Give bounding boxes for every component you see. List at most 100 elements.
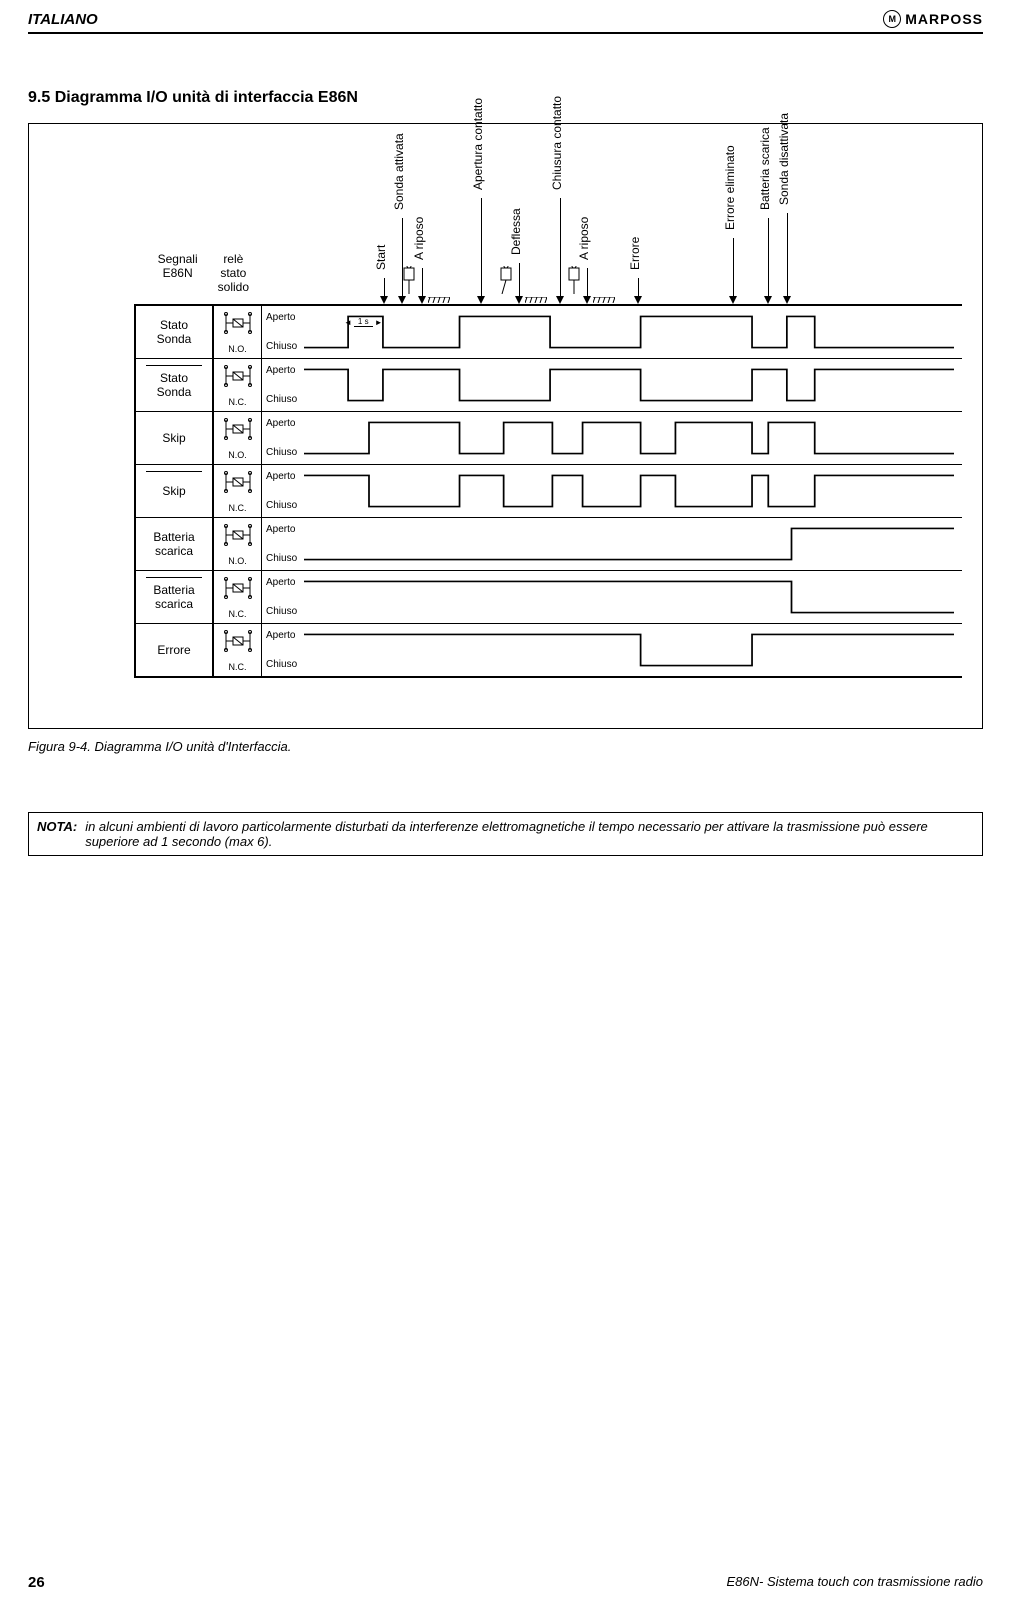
arrow-down-icon [634, 296, 642, 304]
row-name: Skip [134, 412, 214, 464]
footer-text: E86N- Sistema touch con trasmissione rad… [726, 1574, 983, 1591]
event-label: Batteria scarica [758, 127, 772, 210]
col-header-signals: Segnali E86N [158, 252, 198, 294]
note-box: NOTA: in alcuni ambienti di lavoro parti… [28, 812, 983, 856]
state-open: Aperto [266, 418, 302, 429]
event-line [560, 198, 561, 298]
state-closed: Chiuso [266, 394, 302, 405]
event-line [481, 198, 482, 298]
relay-type: N.C. [229, 662, 247, 672]
event-line [422, 268, 423, 298]
timing-row: Batteriascarica N.C. Aperto Chiuso [134, 570, 962, 623]
arrow-down-icon [398, 296, 406, 304]
arrow-down-icon [583, 296, 591, 304]
relay-icon [223, 575, 253, 601]
state-labels: Aperto Chiuso [262, 465, 304, 517]
page-header: ITALIANO M MARPOSS [28, 10, 983, 34]
row-name: StatoSonda [134, 359, 214, 411]
arrow-down-icon [783, 296, 791, 304]
waveform-cell [304, 624, 962, 676]
timing-header: Segnali E86N relè stato solido StartSond… [259, 154, 962, 304]
event-line [733, 238, 734, 298]
brand-logo-mark: M [883, 10, 901, 28]
waveform-cell [304, 359, 962, 411]
relay-type: N.O. [228, 344, 247, 354]
event-line [768, 218, 769, 298]
arrow-down-icon [556, 296, 564, 304]
ground-icon [428, 290, 450, 296]
relay-type: N.C. [229, 609, 247, 619]
relay-icon [223, 628, 253, 654]
state-open: Aperto [266, 471, 302, 482]
timing-row: Skip N.C. Aperto Chiuso [134, 464, 962, 517]
timing-row: StatoSonda N.O. Aperto Chiuso ◄1 s► [134, 306, 962, 358]
page-number: 26 [28, 1574, 45, 1591]
waveform-cell: ◄1 s► [304, 306, 962, 358]
event-label: Errore eliminato [723, 145, 737, 230]
timing-rows: StatoSondaN.O.ApertoChiuso◄1 s►StatoSond… [134, 304, 962, 678]
arrow-down-icon [729, 296, 737, 304]
state-open: Aperto [266, 577, 302, 588]
section-title: 9.5 Diagramma I/O unità di interfaccia E… [28, 89, 983, 107]
relay-cell: N.O. [214, 306, 262, 358]
column-headers: Segnali E86N relè stato solido [49, 252, 249, 294]
relay-icon [223, 363, 253, 389]
state-closed: Chiuso [266, 606, 302, 617]
relay-cell: N.C. [214, 571, 262, 623]
section-title-text: Diagramma I/O unità di interfaccia E86N [55, 89, 358, 106]
state-labels: Aperto Chiuso [262, 571, 304, 623]
arrow-down-icon [515, 296, 523, 304]
state-closed: Chiuso [266, 500, 302, 511]
relay-cell: N.C. [214, 359, 262, 411]
timing-row: SkipN.O.ApertoChiuso [134, 411, 962, 464]
state-open: Aperto [266, 630, 302, 641]
event-label: Start [374, 245, 388, 270]
event-line [384, 278, 385, 298]
event-label: Apertura contatto [471, 98, 485, 190]
timing-row: StatoSondaN.C. Aperto Chiuso [134, 358, 962, 411]
arrow-down-icon [477, 296, 485, 304]
row-name: Batteriascarica [134, 518, 214, 570]
event-label: A riposo [412, 217, 426, 260]
row-name: Errore [134, 624, 214, 676]
note-label: NOTA: [37, 819, 77, 849]
page-language: ITALIANO [28, 11, 98, 28]
probe-icon [402, 266, 416, 294]
event-line [587, 268, 588, 298]
state-open: Aperto [266, 524, 302, 535]
section-number: 9.5 [28, 89, 50, 106]
figure-caption: Figura 9-4. Diagramma I/O unità d'Interf… [28, 739, 983, 754]
waveform-cell [304, 465, 962, 517]
row-name: StatoSonda [134, 306, 214, 358]
row-name: Batteriascarica [134, 571, 214, 623]
ground-icon [593, 290, 615, 296]
relay-cell: N.O. [214, 412, 262, 464]
relay-type: N.O. [228, 450, 247, 460]
waveform-cell [304, 518, 962, 570]
diagram-container: Segnali E86N relè stato solido Start Sond… [28, 123, 983, 729]
relay-type: N.C. [229, 503, 247, 513]
relay-type: N.O. [228, 556, 247, 566]
arrow-down-icon [380, 296, 388, 304]
event-label: Errore [628, 237, 642, 270]
timing-row: Batteriascarica N.O. ApertoChiuso [134, 517, 962, 570]
relay-cell: N.C. [214, 465, 262, 517]
state-open: Aperto [266, 365, 302, 376]
state-open: Aperto [266, 312, 302, 323]
event-label: Sonda attivata [392, 133, 406, 210]
page-footer: 26 E86N- Sistema touch con trasmissione … [28, 1574, 983, 1591]
waveform-cell [304, 412, 962, 464]
state-labels: ApertoChiuso [262, 624, 304, 676]
event-label: Sonda disattivata [777, 113, 791, 205]
probe-icon [567, 266, 581, 294]
event-label: Chiusura contatto [550, 96, 564, 190]
state-closed: Chiuso [266, 341, 302, 352]
state-labels: ApertoChiuso [262, 518, 304, 570]
event-line [638, 278, 639, 298]
brand-logo-text: MARPOSS [905, 11, 983, 27]
row-name: Skip [134, 465, 214, 517]
timing-row: Errore N.C. ApertoChiuso [134, 623, 962, 676]
relay-icon [223, 310, 253, 336]
event-line [787, 213, 788, 298]
time-marker: ◄1 s► [344, 317, 383, 327]
